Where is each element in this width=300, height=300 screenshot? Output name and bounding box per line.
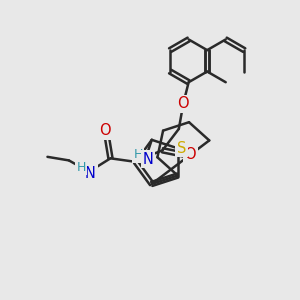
Text: S: S <box>177 141 186 156</box>
Text: O: O <box>100 124 111 139</box>
Text: N: N <box>85 166 96 181</box>
Text: H: H <box>76 161 86 174</box>
Text: N: N <box>142 152 153 167</box>
Text: H: H <box>134 148 143 161</box>
Text: O: O <box>184 147 196 162</box>
Text: O: O <box>178 96 189 111</box>
